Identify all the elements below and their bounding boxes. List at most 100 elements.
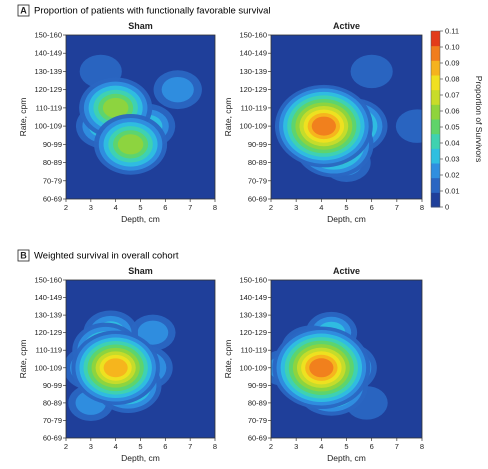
x-tick-label: 3 (89, 203, 93, 212)
colorbar-tick-label: 0.11 (445, 27, 459, 36)
x-tick-label: 7 (395, 442, 399, 451)
colorbar-tick-label: 0.03 (445, 155, 460, 164)
y-tick-label: 150-160 (239, 276, 267, 285)
x-tick-label: 8 (420, 442, 424, 451)
contour-level (102, 97, 129, 118)
colorbar-label: Proportion of Survivors (474, 76, 484, 162)
panel-a-title: Proportion of patients with functionally… (34, 6, 271, 17)
y-tick-label: 90-99 (43, 140, 62, 149)
heatmap-3: Sham 150-160 140-149 130-139 120-129 110-119 1… (18, 266, 217, 463)
colorbar-tick-label: 0.04 (445, 139, 460, 148)
colorbar-tick-label: 0.10 (445, 43, 460, 52)
y-tick-label: 110-119 (36, 103, 62, 112)
hotspot (71, 330, 160, 405)
y-tick-label: 140-149 (239, 293, 267, 302)
contour-level (137, 320, 169, 345)
y-tick-label: 120-129 (239, 85, 267, 94)
colorbar-tick-label: 0 (445, 203, 449, 212)
y-tick-label: 120-129 (34, 328, 62, 337)
x-tick-label: 7 (395, 203, 399, 212)
colorbar-tick-label: 0.07 (445, 91, 460, 100)
y-tick-label: 130-139 (239, 311, 267, 320)
y-tick-label: 150-160 (34, 276, 62, 285)
x-tick-label: 5 (344, 442, 348, 451)
x-tick-label: 5 (344, 203, 348, 212)
y-axis-label: Rate, cpm (223, 340, 233, 379)
y-axis-label: Rate, cpm (223, 98, 233, 137)
x-tick-label: 2 (64, 442, 68, 451)
colorbar-segment (431, 75, 440, 91)
x-tick-label: 4 (319, 442, 323, 451)
y-tick-label: 150-160 (239, 31, 267, 40)
heatmap-4: Active 150-160 140-149 130-139 120-129 110-11… (223, 266, 424, 463)
colorbar: 0.11 0.10 0.09 0.08 0.07 0.06 0.05 0.04 0.03 0.02… (430, 27, 484, 212)
colorbar-segment (431, 31, 440, 47)
y-tick-label: 100-109 (239, 363, 267, 372)
x-tick-label: 4 (319, 203, 323, 212)
colorbar-segment (431, 192, 440, 208)
panel-a-letter-box (17, 4, 30, 17)
contour-level (395, 109, 422, 143)
x-axis-label: Depth, cm (327, 214, 366, 224)
y-tick-label: 130-139 (239, 67, 267, 76)
colorbar-tick-label: 0.06 (445, 107, 460, 116)
y-tick-label: 150-160 (34, 31, 62, 40)
x-tick-label: 4 (114, 442, 118, 451)
colorbar-tick-label: 0.09 (445, 59, 460, 68)
y-tick-label: 80-89 (248, 158, 267, 167)
x-tick-label: 8 (420, 203, 424, 212)
contour-level (350, 54, 393, 89)
y-tick-label: 100-109 (239, 122, 267, 131)
hotspot (395, 109, 422, 143)
x-tick-label: 6 (163, 442, 167, 451)
y-tick-label: 120-129 (239, 328, 267, 337)
panel-a-letter: A (20, 6, 27, 16)
y-tick-label: 80-89 (43, 158, 62, 167)
y-tick-label: 90-99 (248, 381, 267, 390)
y-tick-label: 140-149 (34, 49, 62, 58)
heatmap-plots: Sham 150-160 140-149 130-139 120-129 110-119 1… (18, 21, 424, 463)
x-tick-label: 3 (89, 442, 93, 451)
y-tick-label: 100-109 (34, 122, 62, 131)
colorbar-segment (431, 119, 440, 135)
y-tick-label: 90-99 (43, 381, 62, 390)
x-tick-label: 4 (114, 203, 118, 212)
heatmap-2: Active 150-160 140-149 130-139 120-129 110-11… (223, 21, 424, 224)
y-tick-label: 130-139 (34, 311, 62, 320)
y-tick-label: 80-89 (43, 398, 62, 407)
colorbar-tick-label: 0.01 (445, 187, 460, 196)
panel-b-title: Weighted survival in overall cohort (34, 251, 179, 262)
y-axis-label: Rate, cpm (18, 340, 28, 379)
contour-level (161, 76, 194, 103)
x-tick-label: 6 (370, 203, 374, 212)
colorbar-tick-label: 0.08 (445, 75, 460, 84)
contour-level (309, 358, 334, 378)
subplot-title: Active (333, 266, 360, 276)
y-tick-label: 100-109 (34, 363, 62, 372)
y-tick-label: 60-69 (43, 195, 62, 204)
colorbar-segment (431, 45, 440, 61)
y-tick-label: 70-79 (248, 176, 267, 185)
y-tick-label: 70-79 (248, 416, 267, 425)
colorbar-segment (431, 177, 440, 193)
colorbar-tick-label: 0.05 (445, 123, 460, 132)
colorbar-segment (431, 163, 440, 179)
x-tick-label: 8 (213, 203, 217, 212)
x-tick-label: 8 (213, 442, 217, 451)
panel-b-heading: B Weighted survival in overall cohort (17, 249, 179, 262)
hotspot (274, 84, 373, 168)
y-tick-label: 60-69 (248, 195, 267, 204)
contour-level (103, 358, 128, 378)
x-tick-label: 6 (370, 442, 374, 451)
y-tick-label: 60-69 (248, 434, 267, 443)
hotspot (94, 113, 168, 175)
y-tick-label: 90-99 (248, 140, 267, 149)
x-tick-label: 3 (294, 203, 298, 212)
x-tick-label: 7 (188, 442, 192, 451)
subplot-title: Sham (128, 266, 153, 276)
colorbar-segment (431, 148, 440, 164)
y-axis-label: Rate, cpm (18, 98, 28, 137)
panel-b-letter-box (17, 249, 30, 262)
colorbar-tick-label: 0.02 (445, 171, 460, 180)
